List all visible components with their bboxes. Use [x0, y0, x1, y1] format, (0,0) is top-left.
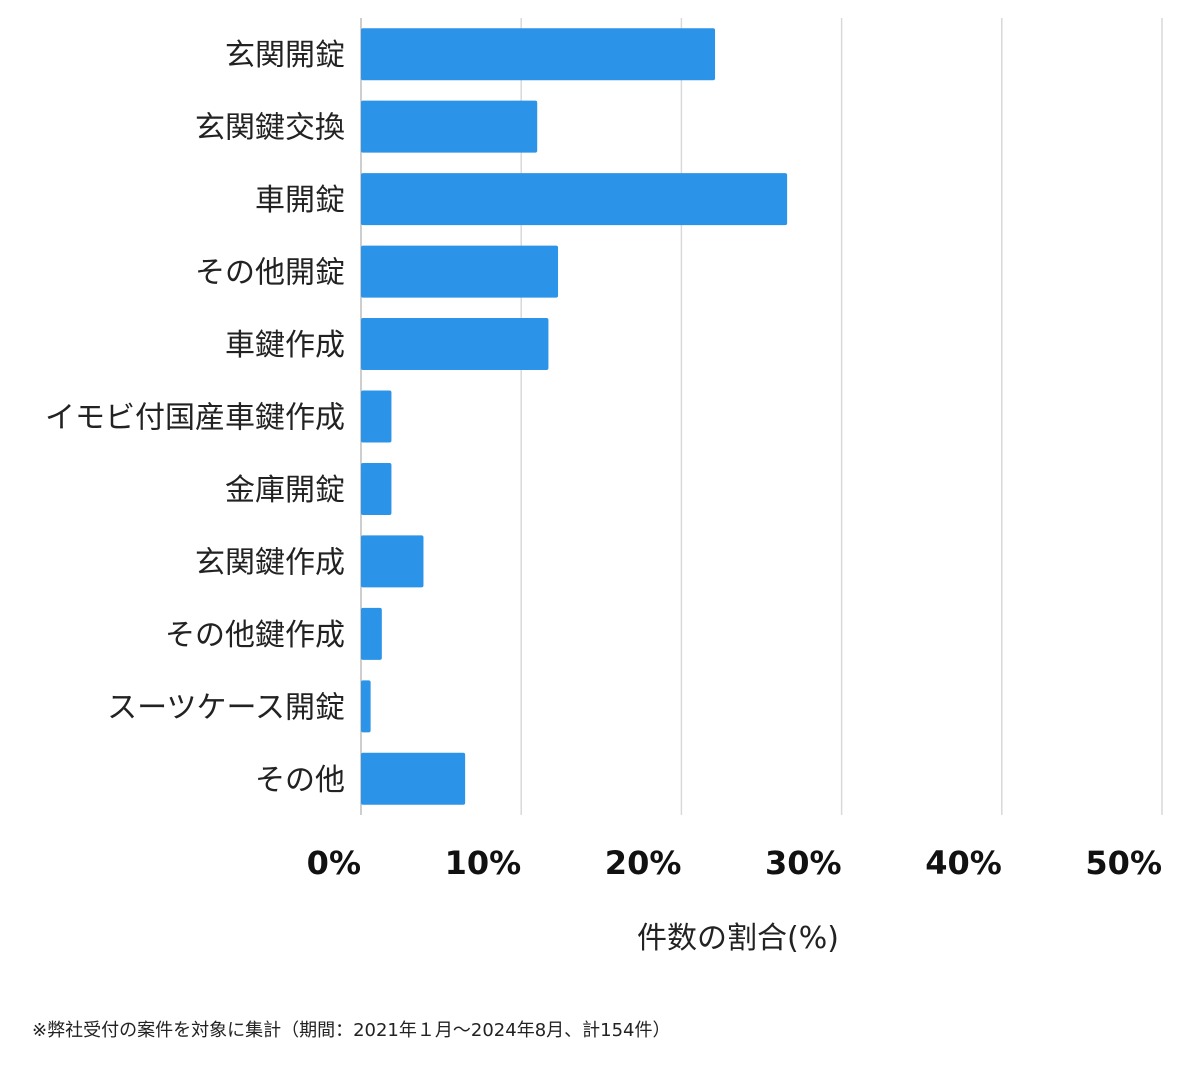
category-labels: 玄関開錠玄関鍵交換車開錠その他開錠車鍵作成イモビ付国産車鍵作成金庫開錠玄関鍵作成… [45, 38, 345, 798]
x-tick-label: 10% [445, 844, 522, 882]
bar [361, 680, 371, 733]
x-tick-label: 0% [307, 844, 361, 882]
bar [361, 752, 466, 805]
x-tick-label: 50% [1085, 844, 1162, 882]
bar [361, 318, 549, 371]
category-label: 玄関鍵作成 [195, 545, 345, 580]
x-tick-label: 30% [765, 844, 842, 882]
bar [361, 245, 559, 298]
bar [361, 607, 382, 660]
category-label: 車開錠 [255, 183, 345, 218]
x-tick-label: 20% [605, 844, 682, 882]
bar [361, 173, 788, 226]
category-label: イモビ付国産車鍵作成 [45, 401, 345, 436]
category-label: 車鍵作成 [225, 328, 345, 363]
bars [361, 28, 788, 805]
category-label: スーツケース開錠 [107, 690, 345, 725]
category-label: 玄関開錠 [225, 38, 345, 73]
bar [361, 535, 424, 588]
bar [361, 100, 538, 153]
category-label: その他開錠 [195, 256, 345, 291]
footnote: ※弊社受付の案件を対象に集計（期間：2021年１月〜2024年8月、計154件） [32, 1020, 671, 1041]
bar [361, 390, 392, 443]
category-label: その他 [255, 763, 345, 798]
category-label: 玄関鍵交換 [195, 111, 345, 146]
category-label: その他鍵作成 [165, 618, 345, 653]
bar-chart: 玄関開錠玄関鍵交換車開錠その他開錠車鍵作成イモビ付国産車鍵作成金庫開錠玄関鍵作成… [45, 18, 1163, 956]
x-tick-label: 40% [925, 844, 1002, 882]
bar [361, 28, 716, 81]
category-label: 金庫開錠 [225, 473, 345, 508]
bar [361, 462, 392, 515]
x-tick-labels: 0% 10% 20% 30% 40% 50% [307, 844, 1162, 882]
x-axis-title: 件数の割合(%) [637, 921, 839, 956]
